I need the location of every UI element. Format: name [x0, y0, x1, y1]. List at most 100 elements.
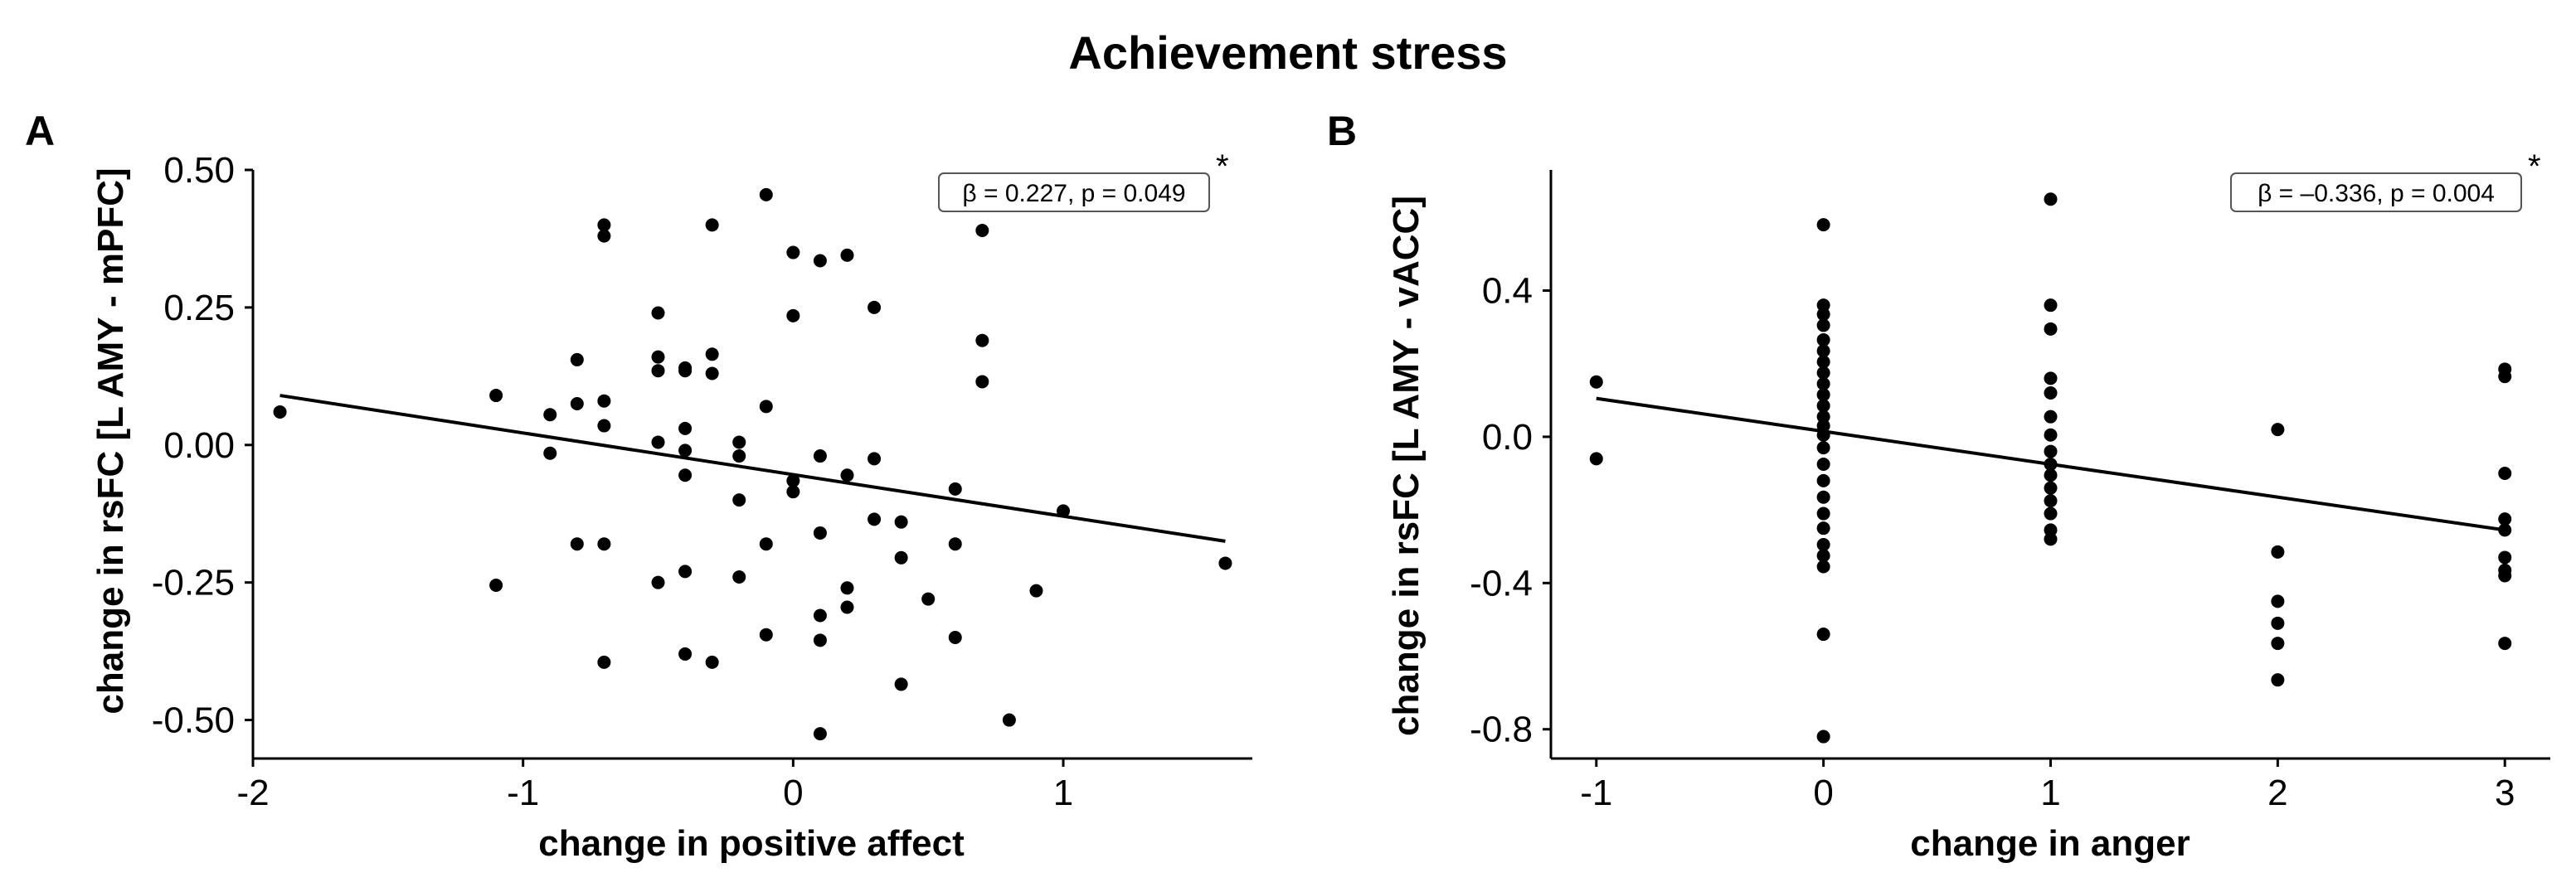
data-point: [2044, 532, 2058, 546]
data-point: [1029, 584, 1043, 598]
data-point: [1589, 452, 1603, 466]
data-point: [1816, 376, 1830, 390]
data-point: [1816, 388, 1830, 402]
x-axis-label: change in anger: [1910, 823, 2190, 864]
data-point: [894, 677, 908, 691]
data-point: [1816, 399, 1830, 413]
regression: [1596, 396, 2506, 532]
data-point: [678, 468, 693, 482]
data-point: [759, 400, 773, 414]
x-tick-label: 2: [2267, 773, 2287, 813]
annotation-text: β = 0.227, p = 0.049: [962, 180, 1185, 207]
data-point: [948, 537, 962, 551]
data-point: [2271, 594, 2285, 608]
data-point: [1816, 410, 1830, 424]
data-point: [868, 452, 882, 466]
data-point: [1816, 549, 1830, 563]
data-point: [732, 449, 746, 463]
data-point: [759, 187, 773, 201]
data-point: [2498, 637, 2512, 651]
data-point: [1816, 729, 1830, 744]
data-point: [813, 254, 827, 268]
data-point: [2044, 523, 2058, 537]
data-point: [570, 537, 584, 551]
data-point: [1816, 507, 1830, 521]
regression: [279, 394, 1226, 543]
data-point: [2044, 192, 2058, 206]
stats-annotation: β = –0.336, p = 0.004: [2230, 172, 2522, 212]
data-point: [921, 592, 936, 606]
data-point: [840, 581, 854, 595]
data-point: [678, 364, 693, 378]
data-point: [813, 727, 827, 741]
data-point: [2271, 616, 2285, 630]
data-point: [786, 473, 800, 487]
data-point: [597, 419, 611, 433]
data-point: [2498, 550, 2512, 565]
data-point: [543, 408, 557, 422]
scatter-points: [1589, 192, 2512, 744]
data-point: [2498, 467, 2512, 481]
data-point: [948, 482, 962, 496]
y-tick-label: 0.50: [163, 150, 235, 191]
data-point: [786, 485, 800, 499]
x-axis-label: change in positive affect: [538, 823, 965, 864]
data-point: [1816, 366, 1830, 380]
data-point: [948, 631, 962, 645]
y-tick-label: 0.4: [1482, 271, 1533, 312]
data-point: [975, 223, 989, 237]
x-tick-label: 0: [1813, 773, 1833, 813]
data-point: [597, 218, 611, 232]
y-axis-label: change in rsFC [L AMY - mPFC]: [90, 167, 131, 714]
panel-a-chart: A change in rsFC [L AMY - mPFC] change i…: [25, 108, 1252, 864]
axes: [251, 170, 1252, 760]
data-point: [705, 655, 719, 669]
data-point: [651, 350, 665, 364]
data-point: [597, 394, 611, 408]
data-point: [1816, 333, 1830, 347]
data-point: [1816, 318, 1830, 332]
data-point: [651, 364, 665, 378]
data-point: [651, 306, 665, 320]
data-point: [786, 308, 800, 322]
data-point: [2044, 468, 2058, 482]
data-point: [1816, 490, 1830, 504]
data-point: [2044, 428, 2058, 442]
data-point: [1816, 419, 1830, 433]
data-point: [1816, 473, 1830, 487]
x-tick-label: 3: [2495, 773, 2515, 813]
x-tick-label: 1: [2040, 773, 2060, 813]
data-point: [273, 405, 287, 419]
data-point: [2044, 322, 2058, 336]
data-point: [2044, 410, 2058, 424]
data-point: [732, 435, 746, 449]
regression-line: [1596, 396, 2506, 532]
data-point: [597, 229, 611, 243]
panel-b-chart: B change in rsFC [L AMY - vACC] change i…: [1327, 108, 2550, 864]
data-point: [2498, 370, 2512, 384]
data-point: [651, 435, 665, 449]
data-point: [1816, 628, 1830, 642]
data-point: [2271, 545, 2285, 559]
data-point: [759, 537, 773, 551]
data-point: [2044, 371, 2058, 385]
significance-marker: *: [1216, 148, 1229, 185]
data-point: [868, 300, 882, 314]
data-point: [2044, 481, 2058, 495]
data-point: [1816, 298, 1830, 313]
data-point: [894, 550, 908, 565]
y-tick-label: -0.50: [152, 700, 235, 741]
data-point: [813, 449, 827, 463]
data-point: [2498, 512, 2512, 526]
y-tick-label: 0.25: [163, 288, 235, 328]
data-point: [2044, 298, 2058, 313]
data-point: [705, 366, 719, 380]
annotation-text: β = –0.336, p = 0.004: [2258, 180, 2495, 207]
data-point: [894, 515, 908, 529]
stats-annotation: β = 0.227, p = 0.049: [938, 172, 1210, 212]
annotation-box: [938, 172, 1210, 212]
x-tick-label: 0: [783, 773, 803, 813]
data-point: [2271, 637, 2285, 651]
data-point: [597, 537, 611, 551]
